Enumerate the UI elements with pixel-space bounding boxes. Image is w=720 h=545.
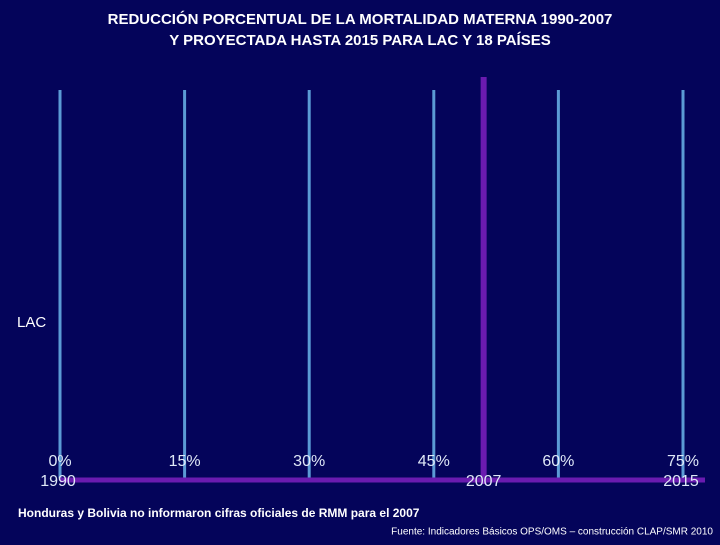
source: Fuente: Indicadores Básicos OPS/OMS – co… (391, 527, 713, 538)
x-tick-label: 75% (667, 453, 699, 470)
title-line: Y PROYECTADA HASTA 2015 PARA LAC Y 18 PA… (169, 32, 551, 49)
category-label: LAC (17, 314, 46, 331)
title-line: REDUCCIÓN PORCENTUAL DE LA MORTALIDAD MA… (108, 10, 613, 28)
x-tick-label: 45% (418, 453, 450, 470)
x-tick-label: 15% (169, 453, 201, 470)
x2-tick-label: 2007 (466, 473, 502, 490)
x-tick-label: 60% (542, 453, 574, 470)
x-tick-label: 30% (293, 453, 325, 470)
x2-tick-label: 2015 (663, 473, 699, 490)
note: Honduras y Bolivia no informaron cifras … (18, 506, 420, 520)
x-tick-label: 0% (48, 453, 71, 470)
x2-tick-label: 1990 (40, 473, 76, 490)
